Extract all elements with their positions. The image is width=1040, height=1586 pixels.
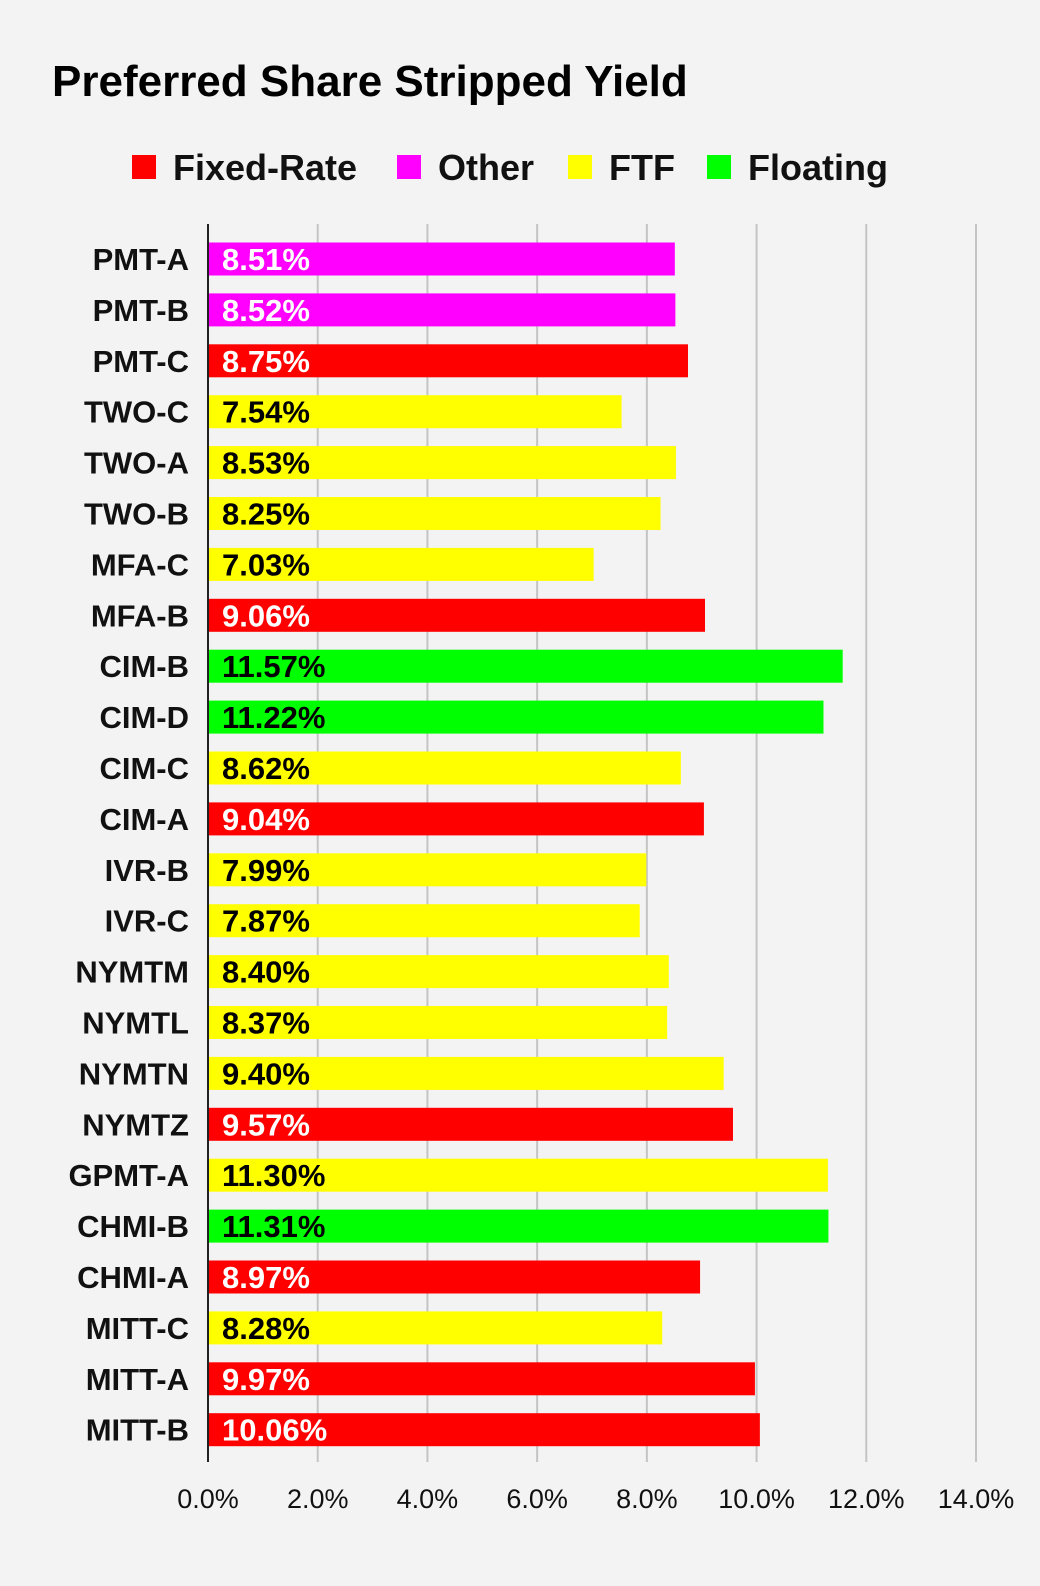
- category-label: TWO-C: [84, 395, 189, 430]
- x-axis-ticks: 0.0% 2.0% 4.0% 6.0% 8.0% 10.0% 12.0% 14.0%: [177, 1484, 1014, 1514]
- x-tick-label: 0.0%: [177, 1484, 239, 1514]
- bar-value-label: 7.87%: [222, 904, 310, 939]
- bar-chmi-a: [208, 1260, 701, 1294]
- bar-value-label: 9.40%: [222, 1056, 310, 1091]
- bar-value-label: 8.97%: [222, 1260, 310, 1295]
- bar-pmt-c: [208, 344, 688, 378]
- bar-value-label: 11.30%: [222, 1158, 325, 1193]
- bar-ivr-b: [208, 853, 647, 887]
- bar-two-c: [208, 395, 622, 429]
- bar-value-label: 8.51%: [222, 242, 310, 277]
- bar-chmi-b: [208, 1209, 829, 1243]
- bar-mfa-c: [208, 547, 594, 581]
- bar-value-label: 11.31%: [222, 1209, 325, 1244]
- category-label: IVR-C: [105, 904, 189, 939]
- bar-value-label: 11.22%: [222, 700, 325, 735]
- bar-nymtz: [208, 1107, 733, 1141]
- legend-label-ftf: FTF: [609, 147, 675, 188]
- bar-value-label: 8.28%: [222, 1311, 310, 1346]
- category-label: CHMI-B: [77, 1209, 189, 1244]
- bar-nymtl: [208, 1006, 668, 1039]
- x-tick-label: 14.0%: [938, 1484, 1015, 1514]
- category-label: CIM-C: [99, 751, 189, 786]
- bar-value-label: 7.54%: [222, 395, 310, 430]
- bar-mitt-c: [208, 1311, 663, 1345]
- bar-value-label: 9.97%: [222, 1362, 310, 1397]
- legend-label-other: Other: [438, 147, 534, 188]
- category-label: NYMTN: [79, 1056, 189, 1091]
- category-label: MFA-B: [91, 598, 189, 633]
- legend-swatch-floating: [707, 155, 731, 179]
- category-label: CIM-B: [99, 649, 189, 684]
- bar-mfa-b: [208, 598, 706, 632]
- bar-mitt-a: [208, 1362, 755, 1396]
- chart-title: Preferred Share Stripped Yield: [52, 57, 688, 106]
- bar-value-label: 8.75%: [222, 344, 310, 379]
- legend-label-floating: Floating: [748, 147, 888, 188]
- category-label: MFA-C: [91, 547, 189, 582]
- bar-cim-b: [208, 649, 843, 683]
- bar-value-label: 10.06%: [222, 1413, 327, 1448]
- bar-value-label: 7.03%: [222, 547, 310, 582]
- x-tick-label: 8.0%: [616, 1484, 678, 1514]
- bar-value-label: 9.04%: [222, 802, 310, 837]
- bar-value-label: 8.62%: [222, 751, 310, 786]
- category-label: MITT-B: [86, 1413, 189, 1448]
- bar-value-label: 8.37%: [222, 1006, 310, 1041]
- category-label: MITT-C: [86, 1311, 189, 1346]
- x-tick-label: 4.0%: [397, 1484, 459, 1514]
- category-label: CIM-A: [99, 802, 189, 837]
- category-label: CIM-D: [99, 700, 189, 735]
- bar-two-b: [208, 497, 661, 530]
- category-label: MITT-A: [86, 1362, 189, 1397]
- bars: PMT-A 8.51% PMT-B 8.52% PMT-C 8.75% TWO-C 7.54%…: [68, 224, 843, 1462]
- bar-value-label: 8.25%: [222, 497, 310, 532]
- bar-value-label: 8.52%: [222, 293, 310, 328]
- bar-mitt-b: [208, 1413, 760, 1447]
- category-label: PMT-B: [93, 293, 189, 328]
- x-tick-label: 6.0%: [506, 1484, 568, 1514]
- bar-cim-d: [208, 700, 824, 734]
- category-label: PMT-C: [93, 344, 189, 379]
- bar-pmt-a: [208, 242, 675, 276]
- x-tick-label: 10.0%: [718, 1484, 795, 1514]
- category-label: PMT-A: [93, 242, 189, 277]
- bar-gpmt-a: [208, 1158, 828, 1192]
- grid-lines: [316, 224, 977, 1462]
- bar-value-label: 8.40%: [222, 955, 310, 990]
- legend-swatch-other: [397, 155, 421, 179]
- bar-value-label: 9.57%: [222, 1107, 310, 1142]
- category-label: CHMI-A: [77, 1260, 189, 1295]
- bar-cim-c: [208, 751, 681, 785]
- bar-value-label: 11.57%: [222, 649, 325, 684]
- bar-value-label: 9.06%: [222, 598, 310, 633]
- category-label: NYMTZ: [82, 1107, 189, 1142]
- legend: Fixed-Rate Other FTF Floating: [132, 147, 888, 188]
- bar-two-a: [208, 446, 676, 480]
- category-label: TWO-A: [84, 446, 189, 481]
- bar-pmt-b: [208, 293, 676, 327]
- legend-swatch-ftf: [568, 155, 592, 179]
- bar-ivr-c: [208, 904, 640, 938]
- x-tick-label: 2.0%: [287, 1484, 349, 1514]
- bar-cim-a: [208, 802, 704, 836]
- bar-value-label: 7.99%: [222, 853, 310, 888]
- category-label: NYMTM: [75, 955, 189, 990]
- legend-label-fixed-rate: Fixed-Rate: [173, 147, 357, 188]
- category-label: TWO-B: [84, 497, 189, 532]
- bar-value-label: 8.53%: [222, 446, 310, 481]
- category-label: NYMTL: [82, 1006, 189, 1041]
- category-label: GPMT-A: [68, 1158, 189, 1193]
- bar-nymtm: [208, 955, 669, 989]
- category-label: IVR-B: [105, 853, 189, 888]
- x-tick-label: 12.0%: [828, 1484, 905, 1514]
- bar-nymtn: [208, 1056, 724, 1090]
- legend-swatch-fixed-rate: [132, 155, 156, 179]
